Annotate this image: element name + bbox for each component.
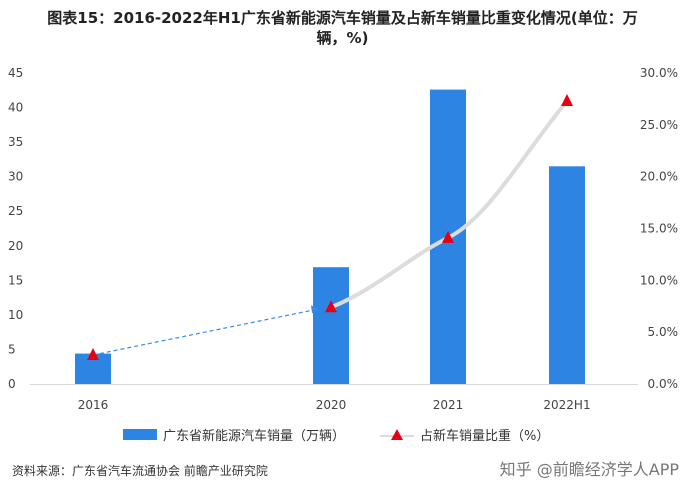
chart-title: 图表15：2016-2022年H1广东省新能源汽车销量及占新车销量比重变化情况(… [0, 8, 685, 48]
y-left-tick-label: 10 [8, 308, 23, 322]
arrow-head-icon [311, 305, 319, 314]
legend-item-share: 占新车销量比重（%） [380, 425, 549, 444]
legend: 广东省新能源汽车销量（万辆） 占新车销量比重（%） [0, 425, 685, 445]
legend-line-swatch [380, 428, 414, 441]
share-marker [561, 93, 573, 106]
y-right-tick-label: 10.0% [640, 273, 678, 287]
y-right-tick-label: 25.0% [640, 118, 678, 132]
y-left-tick-label: 30 [8, 170, 23, 184]
combo-chart: 0 5 10 15 20 25 30 35 40 45 0.0% 5.0% 10.0% 15.0% 20.0… [8, 66, 679, 412]
dashed-connector-line [92, 308, 318, 356]
share-marker [325, 300, 337, 313]
y-left-tick-label: 45 [8, 66, 23, 80]
legend-item-sales: 广东省新能源汽车销量（万辆） [123, 425, 345, 444]
y-left-tick-label: 0 [8, 377, 16, 391]
legend-label-sales: 广东省新能源汽车销量（万辆） [163, 429, 346, 444]
y-right-tick-label: 0.0% [648, 377, 679, 391]
x-tick-label: 2016 [78, 398, 109, 412]
y-left-tick-label: 20 [8, 239, 23, 253]
y-left-tick-label: 40 [8, 101, 23, 115]
y-left-tick-label: 5 [8, 342, 16, 356]
legend-bar-swatch [123, 429, 157, 440]
bar [313, 267, 349, 384]
bar [549, 166, 585, 384]
x-tick-label: 2022H1 [543, 398, 590, 412]
y-right-tick-label: 15.0% [640, 222, 678, 236]
y-left-tick-label: 35 [8, 135, 23, 149]
source-note: 资料来源：广东省汽车流通协会 前瞻产业研究院 [12, 464, 268, 478]
y-left-tick-label: 15 [8, 273, 23, 287]
y-left-tick-label: 25 [8, 204, 23, 218]
share-marker [87, 347, 99, 360]
chart-title-line-1: 图表15：2016-2022年H1广东省新能源汽车销量及占新车销量比重变化情况(… [47, 9, 638, 27]
y-right-tick-label: 20.0% [640, 170, 678, 184]
share-marker [442, 230, 454, 243]
y-right-tick-label: 30.0% [640, 66, 678, 80]
legend-label-share: 占新车销量比重（%） [420, 429, 550, 444]
y-right-tick-label: 5.0% [648, 325, 679, 339]
x-tick-label: 2021 [433, 398, 464, 412]
triangle-marker-icon [391, 428, 403, 440]
brand-watermark: 知乎 @前瞻经济学人APP [499, 460, 679, 479]
x-tick-label: 2020 [316, 398, 347, 412]
chart-title-line-2: 辆，%) [316, 29, 369, 47]
